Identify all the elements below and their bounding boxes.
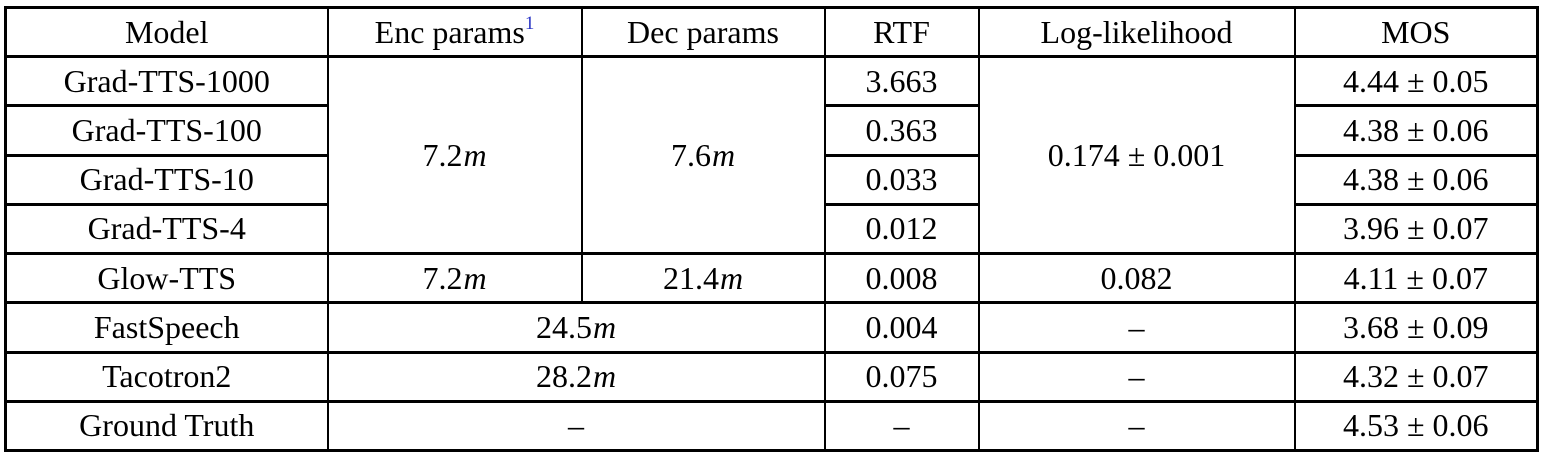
table-row-ground-truth: Ground Truth – – – 4.53 ± 0.06: [4, 399, 1539, 453]
unit-m: m: [719, 259, 744, 296]
cell-mos-tacotron2: 4.32 ± 0.07: [1293, 350, 1539, 403]
unit-m: m: [711, 136, 736, 173]
results-table: Model Enc params1 Dec params RTF Log-lik…: [4, 6, 1539, 453]
cell-params-ground-truth: –: [326, 399, 826, 453]
unit-m: m: [463, 259, 487, 296]
cell-mos-grad-tts-10: 4.38 ± 0.06: [1293, 153, 1539, 206]
cell-mos-grad-tts-1000: 4.44 ± 0.05: [1293, 54, 1539, 108]
header-cell-rtf: RTF: [823, 6, 980, 58]
cell-model-glow-tts: Glow-TTS: [4, 251, 329, 305]
cell-model-ground-truth: Ground Truth: [4, 399, 329, 453]
cell-model-grad-tts-4: Grad-TTS-4: [4, 203, 329, 256]
cell-rtf-glow-tts: 0.008: [823, 251, 980, 305]
header-cell-model: Model: [4, 6, 329, 58]
cell-log-likelihood-ground-truth: –: [977, 399, 1296, 453]
header-cell-dec-params: Dec params: [580, 6, 826, 58]
cell-mos-grad-tts-100: 4.38 ± 0.06: [1293, 104, 1539, 157]
unit-m: m: [463, 136, 487, 173]
dec-value: 21.4: [662, 259, 719, 296]
cell-mos-fastspeech: 3.68 ± 0.09: [1293, 301, 1539, 354]
table-row-grad-tts-1000: Grad-TTS-1000 7.2m 7.6m 3.663 0.174 ± 0.…: [4, 54, 1539, 255]
params-value: 28.2: [535, 358, 592, 395]
unit-m: m: [592, 308, 617, 345]
cell-rtf-tacotron2: 0.075: [823, 350, 980, 403]
cell-log-likelihood-fastspeech: –: [977, 301, 1296, 354]
header-cell-log-likelihood: Log-likelihood: [977, 6, 1296, 58]
results-table-container: Model Enc params1 Dec params RTF Log-lik…: [4, 6, 1539, 453]
cell-rtf-grad-tts-10: 0.033: [823, 153, 980, 206]
cell-model-tacotron2: Tacotron2: [4, 350, 329, 403]
cell-rtf-grad-tts-1000: 3.663: [823, 54, 980, 108]
enc-params-label: Enc params: [374, 13, 525, 50]
cell-model-grad-tts-1000: Grad-TTS-1000: [4, 54, 329, 108]
cell-model-fastspeech: FastSpeech: [4, 301, 329, 354]
cell-mos-glow-tts: 4.11 ± 0.07: [1293, 251, 1539, 305]
table-row-grad-tts-100: Grad-TTS-100 0.363 4.38 ± 0.06: [4, 104, 1539, 157]
table-row-glow-tts: Glow-TTS 7.2m 21.4m 0.008 0.082 4.11 ± 0…: [4, 251, 1539, 305]
header-cell-mos: MOS: [1293, 6, 1539, 58]
cell-mos-ground-truth: 4.53 ± 0.06: [1293, 399, 1539, 453]
table-row-grad-tts-4: Grad-TTS-4 0.012 3.96 ± 0.07: [4, 203, 1539, 256]
cell-rtf-grad-tts-4: 0.012: [823, 203, 980, 256]
unit-m: m: [592, 358, 617, 395]
cell-params-tacotron2: 28.2m: [326, 350, 826, 403]
header-cell-enc-params: Enc params1: [326, 6, 583, 58]
cell-enc-glow-tts: 7.2m: [326, 251, 583, 305]
dec-value: 7.6: [670, 136, 711, 173]
cell-model-grad-tts-100: Grad-TTS-100: [4, 104, 329, 157]
footnote-1-link[interactable]: 1: [524, 12, 535, 34]
cell-rtf-grad-tts-100: 0.363: [823, 104, 980, 157]
cell-model-grad-tts-10: Grad-TTS-10: [4, 153, 329, 206]
cell-grad-group-enc-params: 7.2m: [326, 55, 583, 255]
cell-params-fastspeech: 24.5m: [326, 301, 826, 354]
enc-value: 7.2: [422, 259, 463, 296]
cell-mos-grad-tts-4: 3.96 ± 0.07: [1293, 203, 1539, 256]
table-row-fastspeech: FastSpeech 24.5m 0.004 – 3.68 ± 0.09: [4, 301, 1539, 354]
cell-log-likelihood-tacotron2: –: [977, 350, 1296, 403]
params-value: 24.5: [535, 308, 592, 345]
cell-dec-glow-tts: 21.4m: [580, 251, 826, 305]
table-row-tacotron2: Tacotron2 28.2m 0.075 – 4.32 ± 0.07: [4, 350, 1539, 403]
cell-rtf-fastspeech: 0.004: [823, 301, 980, 354]
cell-grad-group-dec-params: 7.6m: [580, 55, 826, 255]
enc-value: 7.2: [422, 136, 463, 173]
header-row: Model Enc params1 Dec params RTF Log-lik…: [4, 6, 1539, 58]
cell-log-likelihood-glow-tts: 0.082: [977, 251, 1296, 305]
table-row-grad-tts-10: Grad-TTS-10 0.033 4.38 ± 0.06: [4, 153, 1539, 206]
cell-grad-group-log-likelihood: 0.174 ± 0.001: [977, 55, 1296, 255]
cell-rtf-ground-truth: –: [823, 399, 980, 453]
